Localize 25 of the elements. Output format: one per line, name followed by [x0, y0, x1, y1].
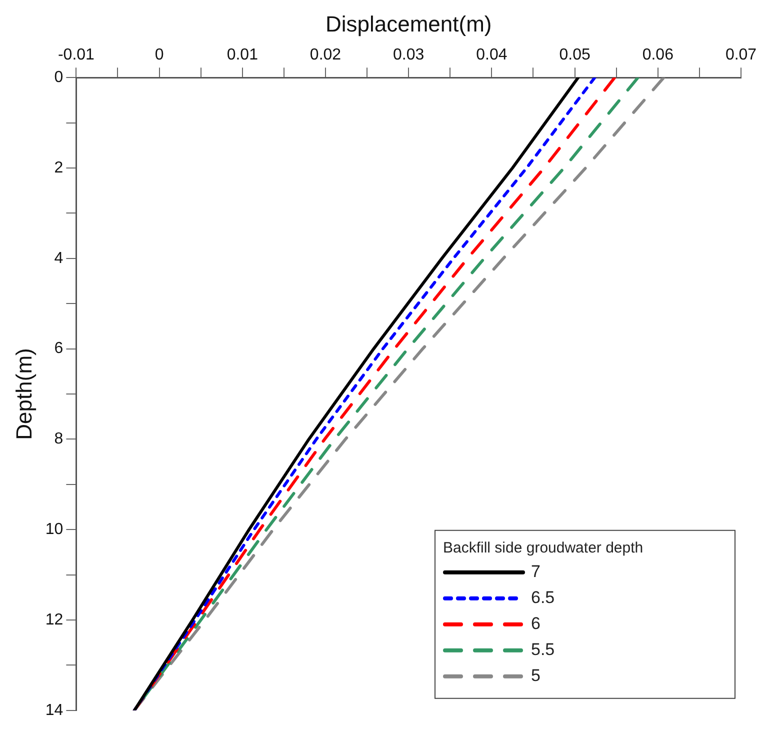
y-tick-label: 8: [54, 430, 64, 448]
x-tick-label: 0: [154, 46, 164, 64]
legend-label: 5: [531, 666, 540, 686]
legend-title: Backfill side groudwater depth: [443, 540, 644, 557]
x-tick-label: -0.01: [58, 46, 95, 64]
x-tick-label: 0.05: [559, 46, 590, 64]
legend-label: 5.5: [531, 640, 555, 660]
x-tick-label: 0.03: [393, 46, 424, 64]
y-tick-label: 10: [45, 521, 64, 538]
y-tick-label: 0: [54, 69, 64, 86]
y-tick-label: 2: [54, 159, 64, 176]
x-axis-title: Displacement(m): [325, 11, 492, 36]
x-tick-label: 0.02: [310, 46, 342, 64]
y-axis-title: Depth(m): [11, 348, 36, 440]
legend-label: 6.5: [531, 588, 555, 608]
x-tick-label: 0.01: [226, 46, 258, 64]
legend-label: 7: [531, 562, 540, 582]
y-tick-label: 14: [45, 702, 64, 719]
x-tick-label: 0.04: [476, 46, 508, 64]
y-tick-label: 6: [54, 340, 64, 358]
y-tick-label: 4: [54, 250, 64, 267]
x-tick-label: 0.07: [725, 46, 757, 64]
y-tick-label: 12: [45, 611, 64, 628]
legend-label: 6: [531, 614, 540, 634]
x-tick-label: 0.06: [642, 46, 674, 64]
